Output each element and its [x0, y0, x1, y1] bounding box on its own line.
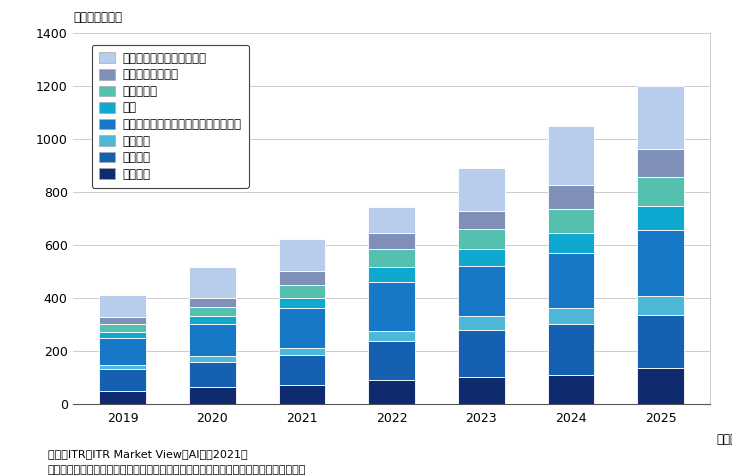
Bar	[458, 211, 504, 229]
Bar	[368, 233, 415, 249]
Bar	[548, 185, 594, 209]
Text: （年度）: （年度）	[717, 433, 732, 446]
Bar	[100, 295, 146, 317]
Bar	[279, 298, 325, 308]
Bar	[548, 375, 594, 404]
Bar	[458, 229, 504, 249]
Bar	[638, 178, 684, 206]
Text: ＊ベンダーの売上金額を対象とし、３月期ベースで換算。２０２１年度以降は予測値。: ＊ベンダーの売上金額を対象とし、３月期ベースで換算。２０２１年度以降は予測値。	[48, 465, 306, 475]
Legend: 機械学習プラットフォーム, 時系列データ分析, 検索・探索, 翻訳, テキスト・マイニング／ナレッジ活用, 音声合成, 音声認識, 画像認識: 機械学習プラットフォーム, 時系列データ分析, 検索・探索, 翻訳, テキスト・…	[92, 45, 249, 188]
Bar	[548, 324, 594, 375]
Bar	[279, 271, 325, 285]
Bar	[548, 308, 594, 324]
Bar	[100, 332, 146, 338]
Bar	[368, 282, 415, 331]
Bar	[368, 267, 415, 282]
Bar	[638, 230, 684, 296]
Bar	[638, 149, 684, 178]
Bar	[189, 324, 236, 356]
Bar	[100, 365, 146, 370]
Text: （単位：億円）: （単位：億円）	[73, 11, 122, 24]
Bar	[189, 356, 236, 362]
Bar	[458, 315, 504, 330]
Bar	[638, 206, 684, 230]
Bar	[189, 316, 236, 324]
Bar	[279, 355, 325, 385]
Bar	[100, 338, 146, 365]
Bar	[638, 315, 684, 368]
Bar	[279, 308, 325, 348]
Text: 出典：ITR『ITR Market View：AI市刂2021』: 出典：ITR『ITR Market View：AI市刂2021』	[48, 449, 247, 459]
Bar	[189, 267, 236, 298]
Bar	[368, 207, 415, 233]
Bar	[638, 296, 684, 315]
Bar	[548, 253, 594, 308]
Bar	[100, 390, 146, 404]
Bar	[100, 324, 146, 332]
Bar	[189, 298, 236, 307]
Bar	[458, 266, 504, 315]
Bar	[548, 233, 594, 253]
Bar	[189, 387, 236, 404]
Bar	[638, 368, 684, 404]
Bar	[279, 385, 325, 404]
Bar	[548, 126, 594, 185]
Bar	[189, 362, 236, 387]
Bar	[100, 317, 146, 324]
Bar	[638, 86, 684, 149]
Bar	[368, 341, 415, 380]
Bar	[458, 330, 504, 377]
Bar	[368, 331, 415, 341]
Bar	[279, 239, 325, 271]
Bar	[279, 285, 325, 298]
Bar	[548, 209, 594, 233]
Bar	[368, 249, 415, 267]
Bar	[458, 168, 504, 211]
Bar	[458, 249, 504, 266]
Bar	[189, 307, 236, 316]
Bar	[368, 380, 415, 404]
Bar	[458, 377, 504, 404]
Bar	[279, 348, 325, 355]
Bar	[100, 370, 146, 390]
